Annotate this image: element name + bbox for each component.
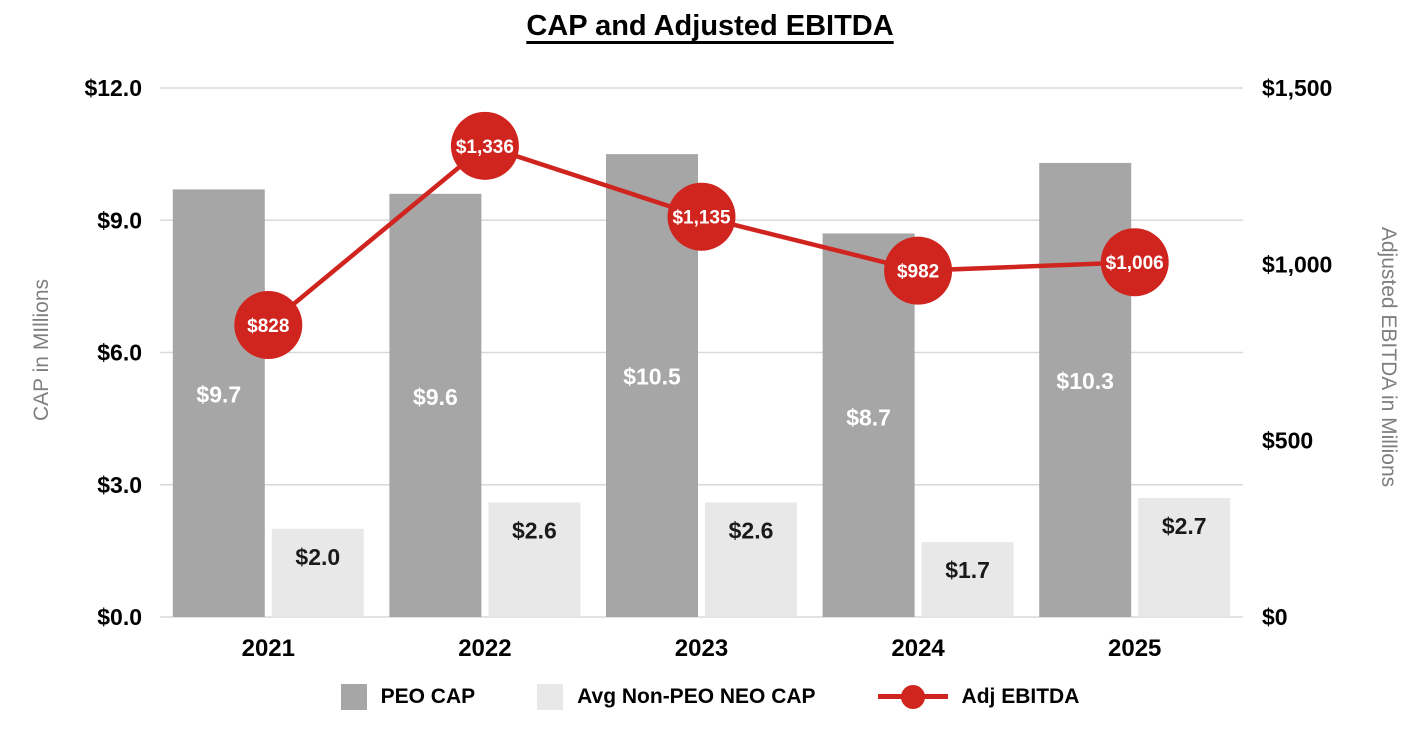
bar-avg-non-peo-neo-cap [705,502,797,617]
adj-ebitda-marker-value-label: $828 [247,316,289,337]
adj-ebitda-line-marker-icon [877,684,948,710]
left-axis-tick-label: $3.0 [97,472,142,498]
x-axis-category-label: 2022 [458,635,511,662]
adj-ebitda-marker-value-label: $1,135 [672,208,731,229]
peo-cap-swatch-icon [340,684,367,710]
avg-non-peo-neo-cap-swatch-icon [537,684,564,710]
adj-ebitda-marker [234,290,303,359]
right-axis-tick-label: $1,000 [1262,251,1332,277]
x-axis-category-label: 2024 [891,635,945,662]
bar-peo-cap-value-label: $10.3 [1056,368,1114,394]
legend-label-adj-ebitda: Adj EBITDA [961,685,1080,708]
bar-avg-non-peo-neo-cap-value-label: $1.7 [945,557,990,583]
bar-avg-non-peo-neo-cap [488,502,581,617]
adj-ebitda-dot-icon [900,685,925,709]
left-axis-tick-label: $6.0 [97,340,142,366]
bar-avg-non-peo-neo-cap [921,542,1014,617]
adj-ebitda-marker-value-label: $1,006 [1106,253,1164,274]
bar-peo-cap-value-label: $8.7 [846,405,891,431]
bar-peo-cap-value-label: $9.7 [196,382,241,408]
right-axis-tick-label: $1,500 [1262,75,1332,101]
legend-item-adj-ebitda: Adj EBITDA [877,684,1080,710]
legend-item-peo-cap: PEO CAP [340,684,476,710]
bar-avg-non-peo-neo-cap [271,528,364,617]
left-axis-tick-label: $12.0 [84,75,142,101]
x-axis-category-label: 2025 [1108,635,1161,662]
adj-ebitda-marker [450,111,519,180]
bar-avg-non-peo-neo-cap-value-label: $2.6 [729,517,774,543]
adj-ebitda-marker [667,182,736,251]
bar-avg-non-peo-neo-cap [1138,497,1231,617]
legend-item-avg-non-peo-neo-cap: Avg Non-PEO NEO CAP [537,684,816,710]
chart-legend: PEO CAP Avg Non-PEO NEO CAP Adj EBITDA [0,684,1420,710]
bar-avg-non-peo-neo-cap-value-label: $2.6 [512,517,557,543]
adj-ebitda-marker [1100,228,1169,297]
x-axis-category-label: 2021 [242,635,295,662]
right-axis-tick-label: $0 [1262,604,1288,630]
x-axis-category-label: 2023 [675,635,728,662]
chart-title: CAP and Adjusted EBITDA [526,10,894,42]
legend-label-avg-non-peo-neo-cap: Avg Non-PEO NEO CAP [577,685,816,708]
bar-avg-non-peo-neo-cap-value-label: $2.7 [1162,513,1207,539]
bar-peo-cap [389,193,482,618]
right-axis-tick-label: $500 [1262,428,1313,454]
adj-ebitda-marker-value-label: $982 [897,262,939,283]
adj-ebitda-marker [884,236,953,305]
bar-peo-cap-value-label: $9.6 [413,384,458,410]
left-axis-tick-label: $9.0 [97,207,142,233]
bar-peo-cap [172,189,265,617]
adj-ebitda-marker-value-label: $1,336 [456,137,514,158]
bar-peo-cap-value-label: $10.5 [623,363,681,389]
left-axis-tick-label: $0.0 [97,604,142,630]
legend-label-peo-cap: PEO CAP [380,685,476,708]
bar-avg-non-peo-neo-cap-value-label: $2.0 [295,544,340,570]
chart-plot-area: $0.0 $3.0 $6.0 $9.0 $12.0 $0 $500 $1,000 $1,500 2… [84,75,1332,662]
